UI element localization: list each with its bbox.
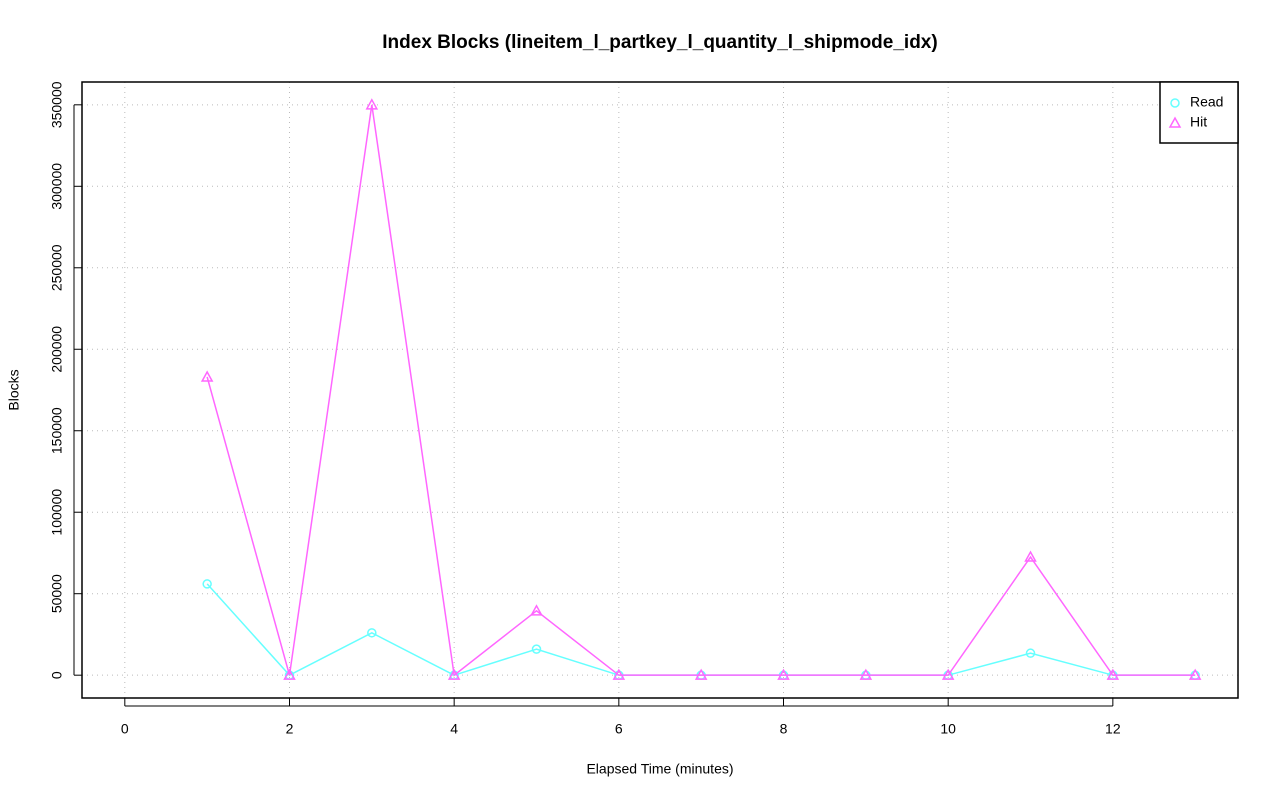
point <box>694 668 708 680</box>
x-tick-label: 10 <box>940 721 956 737</box>
y-tick-label: 200000 <box>49 326 65 373</box>
point <box>531 644 542 654</box>
x-axis-title: Elapsed Time (minutes) <box>586 761 733 777</box>
point <box>530 604 543 616</box>
point <box>365 98 379 110</box>
point <box>777 668 790 680</box>
point <box>1188 668 1202 680</box>
y-tick-label: 250000 <box>49 244 65 291</box>
point <box>367 628 377 638</box>
y-tick-label: 150000 <box>49 407 65 454</box>
point <box>612 668 626 680</box>
point <box>1106 668 1120 680</box>
series-line <box>206 104 1196 677</box>
legend-marker <box>1168 116 1182 128</box>
point <box>202 579 212 589</box>
point <box>1024 550 1037 562</box>
x-tick-label: 4 <box>450 721 458 737</box>
x-tick-label: 12 <box>1105 721 1121 737</box>
legend-marker <box>1170 98 1180 108</box>
y-tick-label: 0 <box>49 671 65 679</box>
legend-label: Hit <box>1190 114 1207 130</box>
point <box>859 668 873 680</box>
y-tick-label: 50000 <box>49 574 65 613</box>
x-tick-label: 2 <box>286 721 294 737</box>
point <box>200 370 214 382</box>
chart-title: Index Blocks (lineitem_l_partkey_l_quant… <box>382 32 937 53</box>
x-tick-label: 8 <box>780 721 788 737</box>
x-tick-label: 0 <box>121 721 129 737</box>
y-tick-label: 100000 <box>49 489 65 536</box>
point <box>283 668 296 680</box>
point <box>447 668 461 680</box>
y-axis-title: Blocks <box>6 369 22 410</box>
plot-frame <box>81 81 1239 699</box>
legend-label: Read <box>1190 94 1223 110</box>
y-tick-label: 350000 <box>49 81 65 128</box>
y-tick-label: 300000 <box>49 163 65 210</box>
point <box>941 668 955 680</box>
point <box>1025 648 1036 658</box>
legend-box <box>1159 81 1239 144</box>
x-tick-label: 6 <box>615 721 623 737</box>
